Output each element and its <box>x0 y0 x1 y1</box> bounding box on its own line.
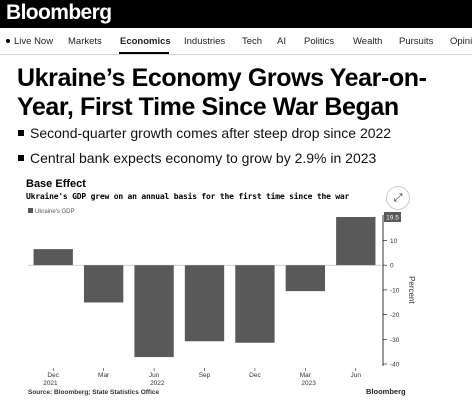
headline-line-1: Ukraine’s Economy Grows Year-on- <box>17 64 427 92</box>
bullet-text: Central bank expects economy to grow by … <box>30 150 377 166</box>
x-tick-year: 2021 <box>43 380 58 387</box>
live-dot-icon <box>6 39 10 43</box>
y-tick-label: -30 <box>390 337 400 344</box>
chart-source: Source: Bloomberg; State Statistics Offi… <box>28 389 159 396</box>
nav-item-politics[interactable]: Politics <box>304 36 335 47</box>
last-value-label: 19.5 <box>386 215 399 222</box>
expand-icon[interactable]: ⤢ <box>386 186 410 210</box>
legend-label: Ukraine's GDP <box>35 209 75 215</box>
nav-item-tech[interactable]: Tech <box>242 36 263 47</box>
bloomberg-watermark: Bloomberg <box>366 387 406 396</box>
nav-item-pursuits[interactable]: Pursuits <box>399 36 434 47</box>
y-axis-label: Percent <box>407 276 416 304</box>
bar <box>184 265 225 342</box>
nav-item-economics[interactable]: Economics <box>120 36 171 47</box>
y-tick-label: -40 <box>390 362 400 369</box>
x-tick-label: Mar <box>300 372 312 379</box>
bullet-item: Second-quarter growth comes after steep … <box>18 125 391 141</box>
x-tick-label: Jun <box>351 372 362 379</box>
nav-item-markets[interactable]: Markets <box>68 36 102 47</box>
bar <box>285 265 326 292</box>
x-tick-year: 2022 <box>150 380 165 387</box>
x-tick-year: 2023 <box>301 380 316 387</box>
nav-item-live-now[interactable]: Live Now <box>14 36 54 47</box>
top-bar: Bloomberg <box>0 0 472 28</box>
x-tick-label: Jun <box>149 372 160 379</box>
last-value-badge <box>384 212 401 222</box>
nav-active-underline <box>119 52 169 54</box>
chart-plot: Ukraine's GDP100-10-20-30-40PercentDec20… <box>28 208 416 396</box>
y-tick-label: -20 <box>390 312 400 319</box>
bullet-item: Central bank expects economy to grow by … <box>18 150 376 166</box>
article-headline: Ukraine’s Economy Grows Year-on- Year, F… <box>17 64 467 122</box>
bar <box>83 265 124 303</box>
x-tick-label: Sep <box>199 372 211 379</box>
x-tick-label: Mar <box>98 372 110 379</box>
chart-subtitle: Ukraine's GDP grew on an annual basis fo… <box>26 192 350 201</box>
bullet-text: Second-quarter growth comes after steep … <box>30 125 392 141</box>
nav-item-industries[interactable]: Industries <box>184 36 226 47</box>
bullet-square-icon <box>18 155 24 161</box>
y-tick-label: 0 <box>390 263 394 270</box>
bar <box>235 265 275 343</box>
nav-bar: Live Now Markets Economics Industries Te… <box>0 28 472 55</box>
chart-card: Base Effect Ukraine's GDP grew on an ann… <box>26 178 418 400</box>
bloomberg-logo[interactable]: Bloomberg <box>6 1 112 24</box>
legend-swatch <box>28 208 33 213</box>
bar <box>33 249 73 266</box>
bullet-square-icon <box>18 130 24 136</box>
y-tick-label: -10 <box>390 287 400 294</box>
x-tick-label: Dec <box>47 372 59 379</box>
y-tick-label: 10 <box>390 238 398 245</box>
bar <box>336 217 376 266</box>
x-tick-label: Dec <box>249 372 261 379</box>
bar <box>134 265 174 358</box>
chart-title: Base Effect <box>26 178 86 190</box>
headline-line-2: Year, First Time Since War Began <box>17 93 399 121</box>
nav-item-opinion[interactable]: Opini <box>450 36 472 47</box>
nav-item-wealth[interactable]: Wealth <box>353 36 383 47</box>
nav-item-ai[interactable]: AI <box>277 36 286 47</box>
